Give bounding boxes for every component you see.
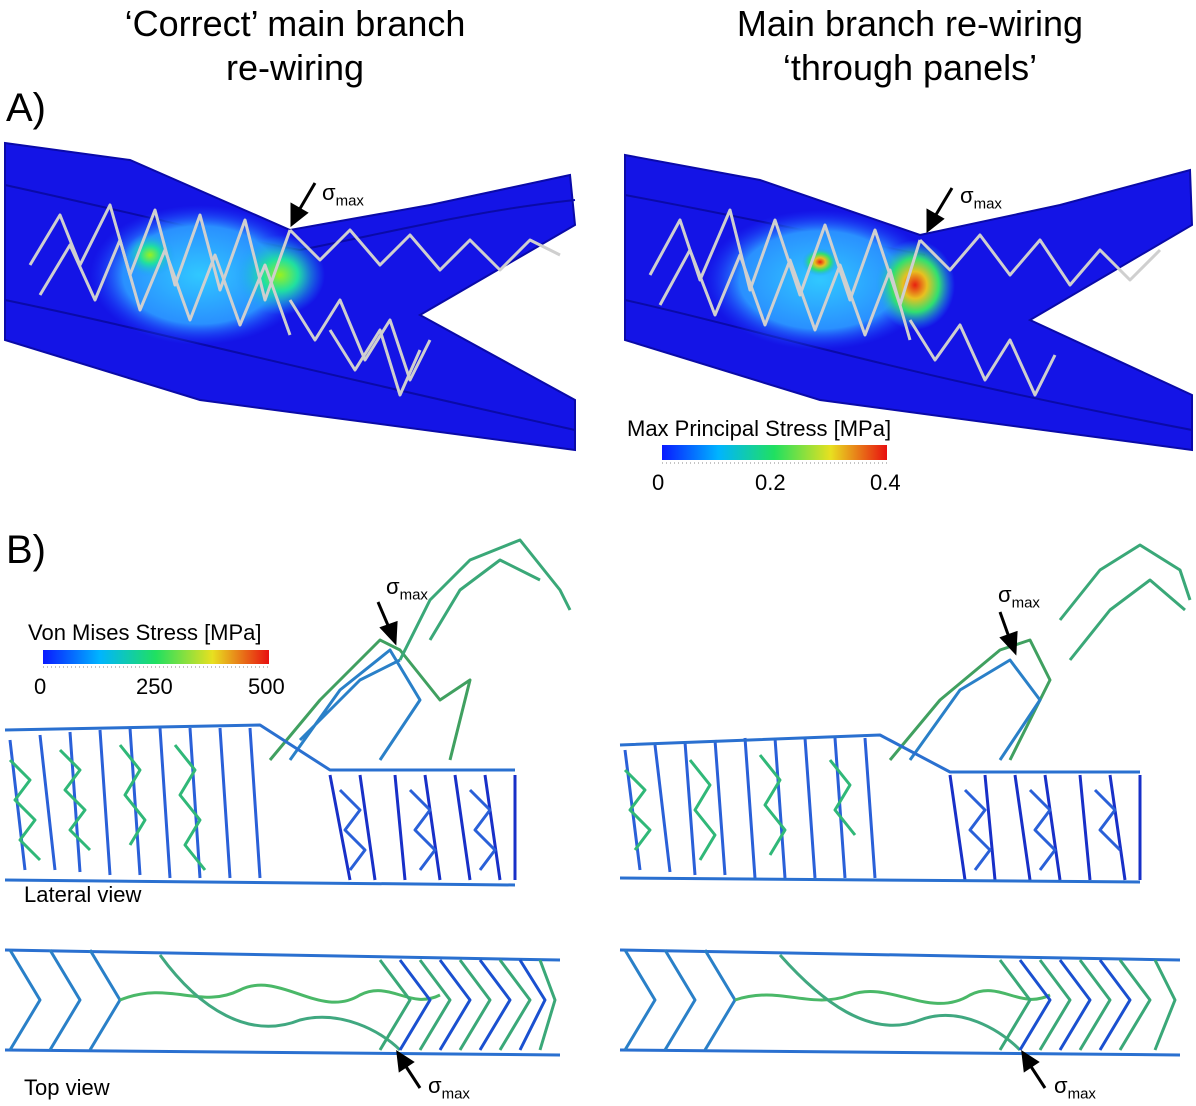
colorbar-a [662,445,887,464]
stent-top-right [619,948,1181,1057]
stent-lateral-right [619,543,1192,884]
colorbar-a-tick-1: 0.2 [755,470,786,495]
colorbar-a-title: Max Principal Stress [MPa] [627,416,892,441]
sigma-label-b-top-left: σmax [428,1073,470,1103]
arrow-sigma-b-right [998,611,1018,656]
panel-label-a: A) [6,86,46,130]
title-right: Main branch re-wiring ‘through panels’ [736,3,1084,88]
stent-top-left [4,948,561,1057]
colorbar-b-tick-2: 500 [248,674,285,699]
title-left: ‘Correct’ main branch re-wiring [124,3,466,88]
panel-label-b: B) [6,528,46,572]
stent-lateral-left [4,538,572,887]
vessel-model-left [4,141,577,452]
sigma-label-a-right: σmax [960,183,1002,213]
colorbar-a-tick-0: 0 [652,470,665,495]
stent-struts-a-left [28,203,561,397]
colorbar-b [43,650,269,668]
top-view-label: Top view [24,1075,110,1100]
arrow-sigma-a-right [926,187,954,234]
arrow-sigma-b-top-right [1021,1050,1047,1089]
colorbar-b-title: Von Mises Stress [MPa] [28,620,262,645]
sigma-label-b-right: σmax [998,582,1040,612]
sigma-label-b-left: σmax [386,574,428,604]
sigma-label-a-left: σmax [322,180,364,210]
colorbar-b-tick-0: 0 [34,674,47,699]
arrow-sigma-a-left [290,182,317,228]
arrow-sigma-b-top-left [396,1050,422,1089]
colorbar-b-tick-1: 250 [136,674,173,699]
lateral-view-label: Lateral view [24,882,142,907]
arrow-sigma-b-left [376,601,398,646]
sigma-label-b-top-right: σmax [1054,1073,1096,1103]
colorbar-a-tick-2: 0.4 [870,470,901,495]
stent-struts-a-right [648,208,1162,397]
